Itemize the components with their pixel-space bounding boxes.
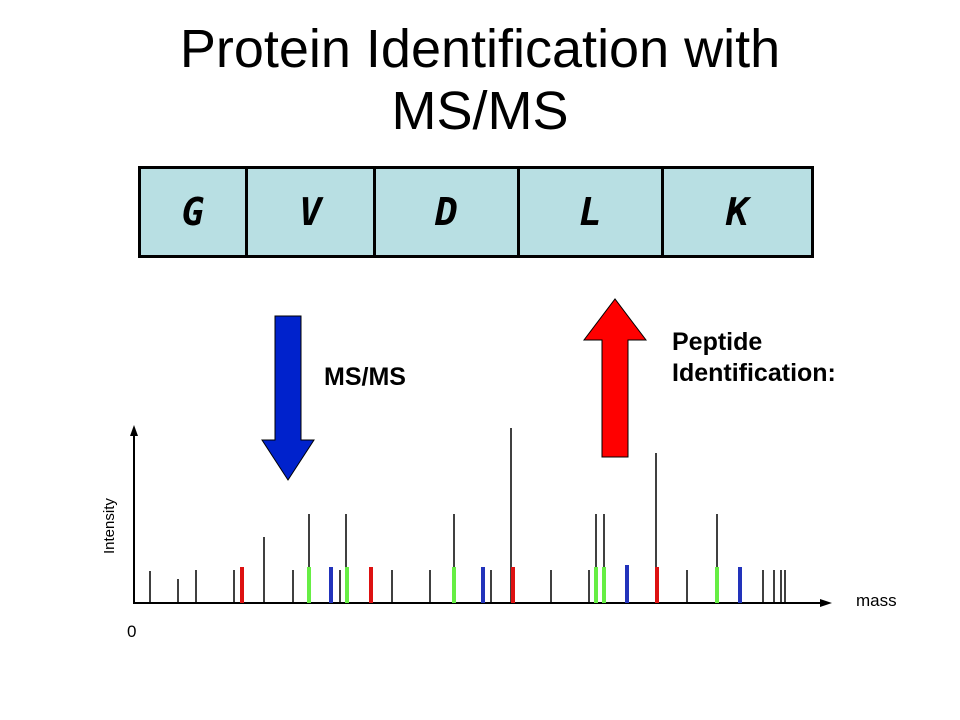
peptide-id-label-line-1: Peptide xyxy=(672,328,763,356)
peptide-id-up-arrow xyxy=(582,298,648,458)
residue-cell-g: G xyxy=(141,169,248,255)
y-axis-arrowhead xyxy=(130,425,138,436)
y-axis-label: Intensity xyxy=(101,498,118,554)
residue-cell-d: D xyxy=(376,169,520,255)
origin-label: 0 xyxy=(127,622,136,641)
slide-title: Protein Identification with MS/MS xyxy=(0,18,960,142)
peptide-id-label: Peptide Identification: xyxy=(672,327,836,389)
x-axis-arrowhead xyxy=(820,599,832,607)
title-line-2: MS/MS xyxy=(391,81,569,141)
msms-label: MS/MS xyxy=(324,363,406,391)
x-axis-label: mass xyxy=(856,591,897,610)
residue-label: K xyxy=(726,190,749,234)
title-line-1: Protein Identification with xyxy=(179,19,781,79)
peptide-id-label-line-2: Identification: xyxy=(672,359,836,387)
residue-cell-l: L xyxy=(520,169,664,255)
residue-label: D xyxy=(435,190,458,234)
peptide-sequence-box: G V D L K xyxy=(138,166,814,258)
residue-label: L xyxy=(579,190,602,234)
msms-down-arrow xyxy=(261,315,315,481)
residue-label: G xyxy=(181,190,205,234)
residue-cell-v: V xyxy=(248,169,376,255)
spectrum-peaks xyxy=(149,428,786,603)
residue-cell-k: K xyxy=(664,169,811,255)
residue-label: V xyxy=(299,190,322,234)
